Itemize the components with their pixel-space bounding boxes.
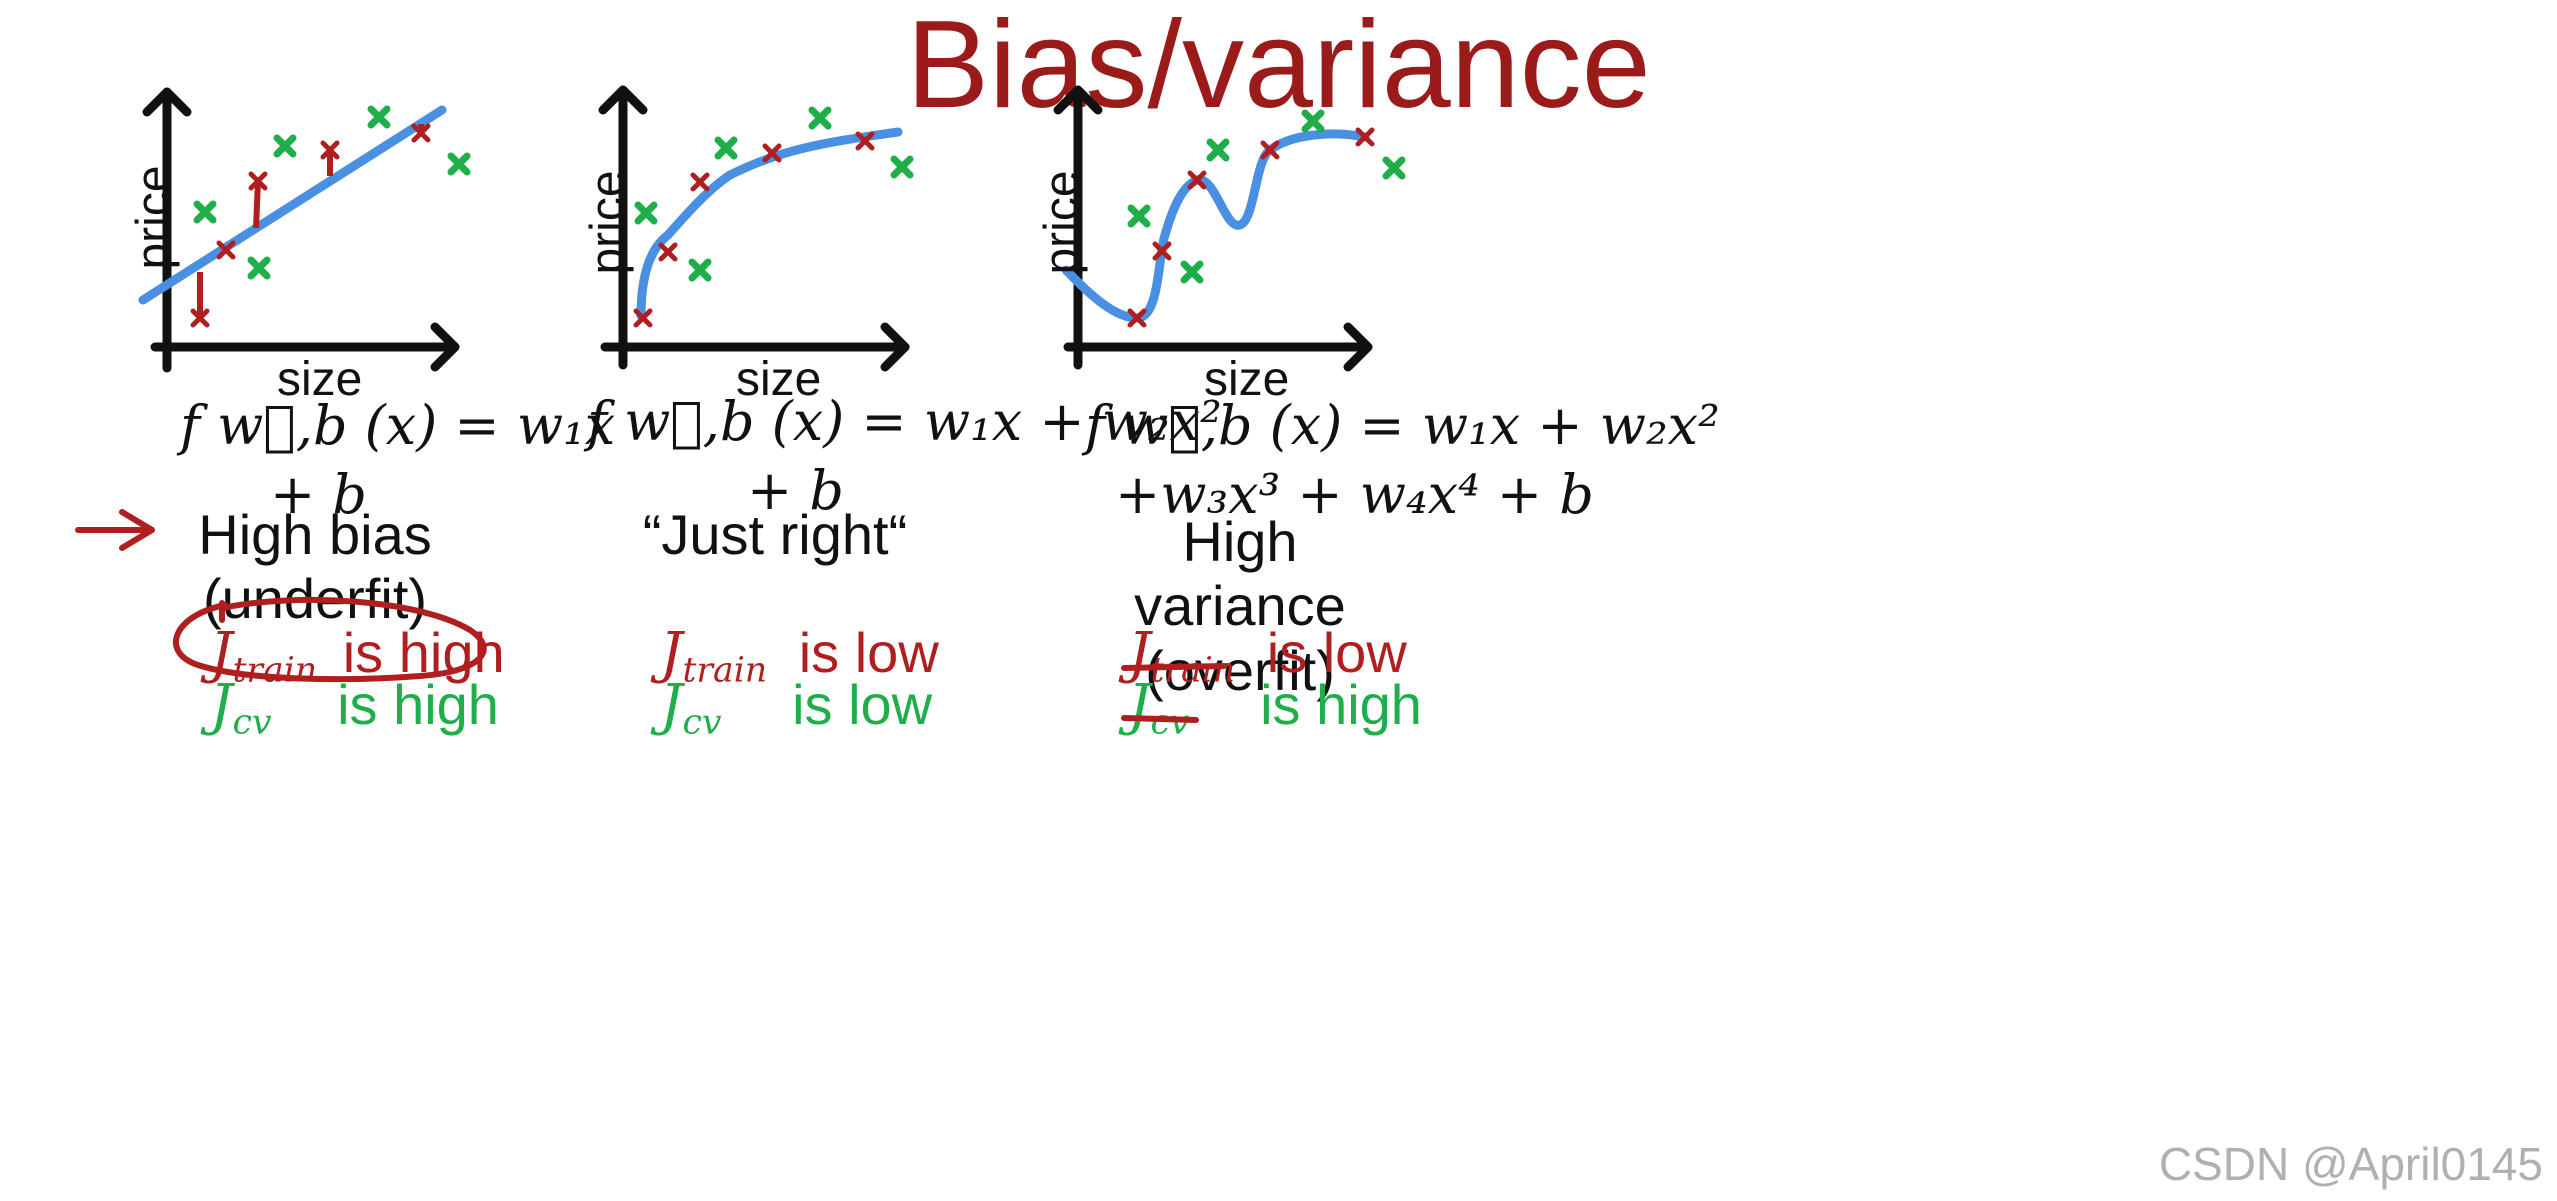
jcv-symbol: Jcv — [660, 673, 722, 743]
caption-line-1: “Just right“ — [642, 503, 908, 566]
panel2-ylabel: price — [581, 170, 635, 275]
jtrain-status: is low — [798, 621, 939, 684]
cv-point — [688, 258, 712, 282]
train-point — [248, 171, 268, 191]
jtrain-status: is low — [1266, 621, 1407, 684]
train-point — [1187, 170, 1207, 190]
cv-point — [447, 152, 471, 176]
quartic-fit-curve — [1061, 129, 1370, 323]
panel2-formula: f w⃗,b (x) = w₁x + w₂x² + b — [587, 390, 1222, 522]
panel-just-right-plot — [598, 85, 914, 372]
panel3-formula: f w⃗,b (x) = w₁x + w₂x² +w₃x³ + w₄x⁴ + b — [1085, 394, 1720, 526]
cv-point — [273, 134, 297, 158]
panel1-points — [190, 105, 471, 328]
cv-point — [1382, 156, 1406, 180]
panel1-xlabel: size — [277, 353, 363, 406]
panel2-points — [633, 106, 914, 328]
cv-point — [367, 105, 391, 129]
caption-line-1: High bias — [198, 503, 432, 566]
cv-point — [247, 256, 271, 280]
jcv-symbol: Jcv — [210, 673, 272, 743]
panel1-formula: f w⃗,b (x) = w₁x + b — [180, 394, 615, 526]
formula-line-1: f w⃗,b (x) = w₁x — [180, 394, 616, 457]
train-point — [855, 131, 875, 151]
formula-line-1: f w⃗,b (x) = w₁x + w₂x² — [587, 390, 1222, 453]
x-axis-arrow — [1343, 322, 1373, 372]
cv-point — [634, 201, 658, 225]
panel3-ylabel: price — [1035, 170, 1089, 275]
train-point — [1260, 140, 1280, 160]
train-point — [690, 172, 710, 192]
formula-line-2: +w₃x³ + w₄x⁴ + b — [1115, 463, 1594, 526]
cv-point — [1206, 138, 1230, 162]
jcv-symbol: Jcv — [1128, 673, 1190, 743]
panel2-jtrain-row: Jtrain is low — [660, 620, 939, 691]
train-point — [1127, 308, 1147, 328]
jcv-status: is low — [792, 673, 933, 736]
cv-point — [1301, 109, 1325, 133]
y-axis-arrow — [1053, 85, 1103, 115]
jcv-status: is high — [337, 673, 499, 736]
formula-line-1: f w⃗,b (x) = w₁x + w₂x² — [1085, 394, 1720, 457]
cv-point — [808, 106, 832, 130]
panel3-xlabel: size — [1204, 353, 1290, 406]
formula-line-2: + b — [270, 463, 367, 526]
panel-high-variance-plot — [1053, 85, 1406, 372]
train-point — [658, 242, 678, 262]
cv-point — [714, 136, 738, 160]
train-point — [320, 140, 340, 160]
panel-high-bias-plot — [138, 87, 471, 373]
panel3-points — [1127, 109, 1406, 328]
train-point — [633, 308, 653, 328]
watermark: CSDN @April0145 — [2158, 1138, 2543, 1190]
page-title: Bias/variance — [906, 0, 1651, 134]
panel1-jcv-row: Jcv is high — [210, 672, 499, 743]
formula-line-2: + b — [747, 459, 844, 522]
x-axis-arrow — [880, 322, 910, 372]
panel2-xlabel: size — [736, 353, 822, 406]
cv-point — [1127, 204, 1151, 228]
jtrain-symbol: Jtrain — [660, 621, 768, 691]
quadratic-fit-curve — [636, 127, 903, 321]
panel3-jcv-row: Jcv is high — [1128, 672, 1422, 743]
cv-point — [890, 155, 914, 179]
linear-fit-line — [138, 105, 447, 305]
panel2-caption: “Just right“ — [620, 503, 930, 567]
train-point — [190, 308, 210, 328]
panel2-jcv-row: Jcv is low — [660, 672, 932, 743]
x-axis-arrow — [430, 322, 460, 372]
y-axis-arrow — [142, 87, 192, 117]
error-line — [253, 180, 261, 229]
cv-point — [1180, 260, 1204, 284]
panel3-caption: High variance (overfit) — [1085, 510, 1395, 703]
panel1-caption: High bias (underfit) — [175, 503, 455, 632]
caption-line-1: High variance — [1134, 510, 1346, 638]
train-point — [411, 123, 431, 143]
cv-point — [193, 200, 217, 224]
train-point — [1152, 241, 1172, 261]
jcv-status: is high — [1260, 673, 1422, 736]
train-point — [762, 143, 782, 163]
train-point — [1355, 127, 1375, 147]
train-point — [216, 240, 236, 260]
y-axis-arrow — [598, 85, 648, 115]
panel1-ylabel: price — [127, 165, 181, 270]
